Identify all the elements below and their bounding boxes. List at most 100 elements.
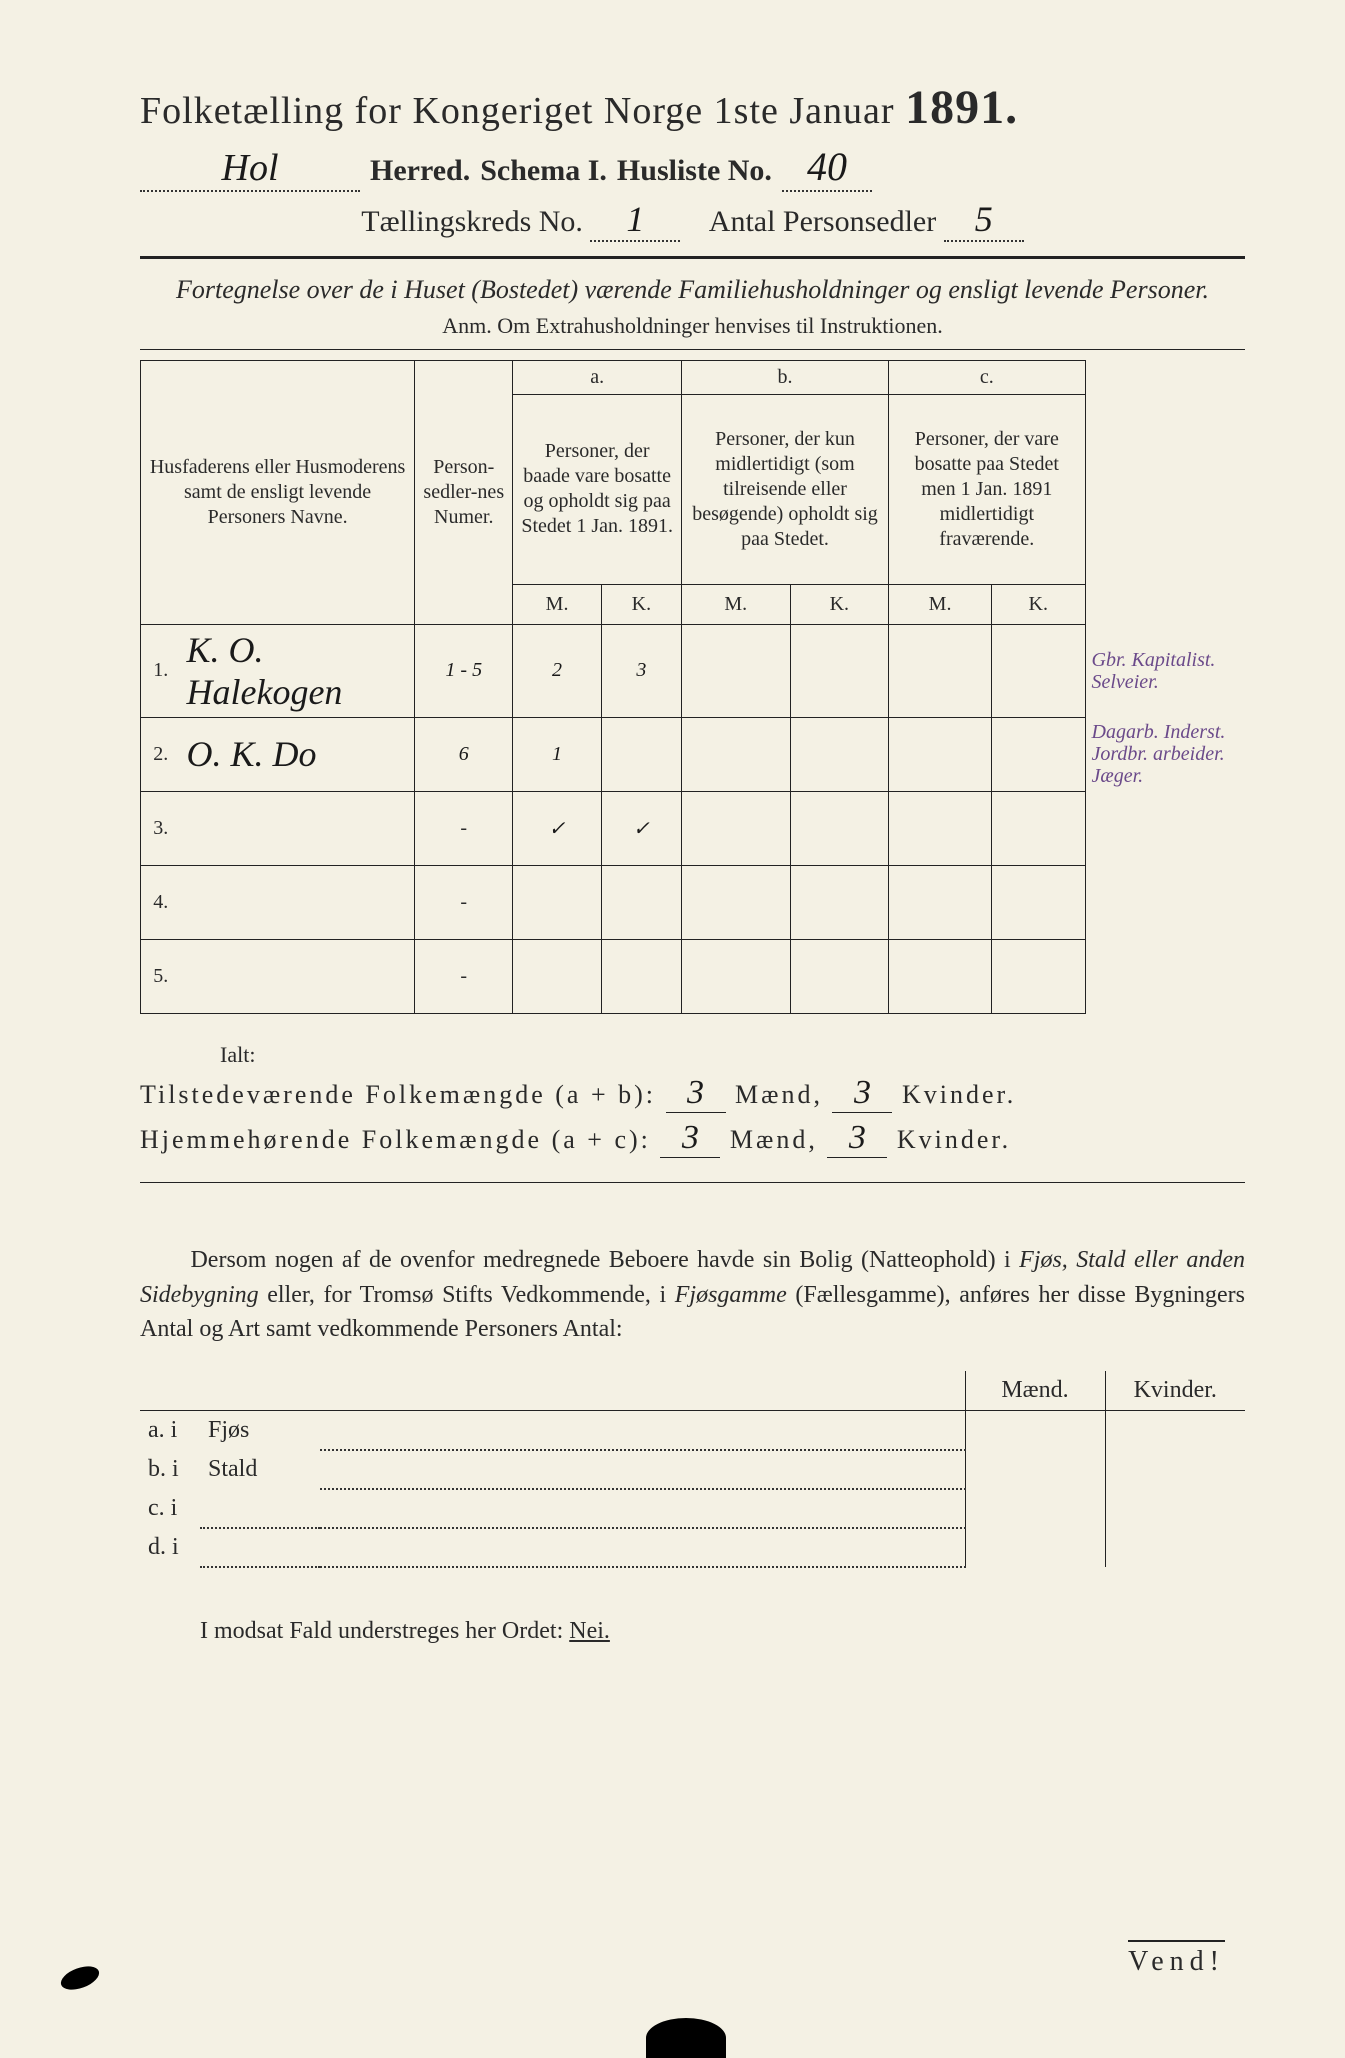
row-bK [790,865,888,939]
col-a-label: a. [513,360,682,394]
out-head: Mænd. Kvinder. [140,1371,1245,1411]
ac-k: 3 [827,1119,887,1158]
page-tear [646,2018,726,2058]
nei-line: I modsat Fald understreges her Ordet: Ne… [200,1618,1245,1645]
table-row: 4. - [141,865,1246,939]
col-bK: K. [790,584,888,624]
row-aM [513,939,601,1013]
row-bK [790,624,888,717]
row-bK [790,939,888,1013]
title-year: 1891. [905,81,1018,134]
col-b-label: b. [681,360,888,394]
husliste-label: Husliste No. [617,154,772,188]
row-cM [889,624,992,717]
ab-label: Tilstedeværende Folkemængde (a + b): [140,1080,656,1109]
col-cM: M. [889,584,992,624]
row-cM [889,717,992,791]
vend-label: Vend! [1128,1940,1225,1978]
row-aM: 2 [513,624,601,717]
totals-ab: Tilstedeværende Folkemængde (a + b): 3 M… [140,1074,1245,1113]
row-bK [790,791,888,865]
row-idx: 2. [141,717,181,791]
ab-k: 3 [832,1074,892,1113]
subtitle: Fortegnelse over de i Huset (Bostedet) v… [140,273,1245,307]
out-lead: b. i [140,1450,200,1489]
out-lead: d. i [140,1528,200,1567]
kvinder-label: Kvinder. [897,1125,1011,1154]
col-aM: M. [513,584,601,624]
para-p2: eller, for Tromsø Stifts Vedkommende, i [259,1282,675,1308]
herred-value: Hol [140,146,360,192]
ac-m: 3 [660,1119,720,1158]
main-title: Folketælling for Kongeriget Norge 1ste J… [140,80,1245,135]
row-cM [889,939,992,1013]
row-numer: 1 - 5 [415,624,513,717]
row-bM [681,717,790,791]
col-c-text: Personer, der vare bosatte paa Stedet me… [889,394,1085,584]
row-idx: 1. [141,624,181,717]
row-cK [992,624,1085,717]
table-row: 3. - ✓ ✓ [141,791,1246,865]
row-aK: 3 [601,624,681,717]
edge-mark [58,1962,102,1994]
household-table: Husfaderens eller Husmoderens samt de en… [140,360,1245,1014]
row-note [1085,791,1245,865]
out-label: Fjøs [200,1411,320,1451]
table-row: 1. K. O. Halekogen 1 - 5 2 3 Gbr. Kapita… [141,624,1246,717]
row-aK [601,717,681,791]
out-row: b. i Stald [140,1450,1245,1489]
row-note: Gbr. Kapitalist. Selveier. [1085,624,1245,717]
kreds-label: Tællingskreds No. [361,205,583,238]
margin-col [1085,360,1245,624]
row-idx: 4. [141,865,181,939]
col-a-text: Personer, der baade vare bosatte og opho… [513,394,682,584]
row-cK [992,791,1085,865]
row-cK [992,865,1085,939]
out-maend: Mænd. [965,1371,1105,1411]
row-numer: - [415,939,513,1013]
kreds-value: 1 [590,198,680,242]
col-name: Husfaderens eller Husmoderens samt de en… [141,360,415,624]
table-row: 2. O. K. Do 6 1 Dagarb. Inderst. Jordbr.… [141,717,1246,791]
out-lead: c. i [140,1489,200,1528]
col-aK: K. [601,584,681,624]
para-p1: Dersom nogen af de ovenfor medregnede Be… [190,1247,1019,1273]
antal-label: Antal Personsedler [709,205,936,238]
kvinder-label: Kvinder. [902,1080,1016,1109]
maend-label: Mænd, [735,1080,823,1109]
row-cK [992,717,1085,791]
ac-label: Hjemmehørende Folkemængde (a + c): [140,1125,651,1154]
col-c-label: c. [889,360,1085,394]
row-aM: ✓ [513,791,601,865]
row-bM [681,865,790,939]
row-cK [992,939,1085,1013]
row-cM [889,865,992,939]
outbuilding-paragraph: Dersom nogen af de ovenfor medregnede Be… [140,1243,1245,1347]
row-bM [681,791,790,865]
outbuilding-table: Mænd. Kvinder. a. i Fjøs b. i Stald c. i… [140,1371,1245,1568]
row-aK [601,939,681,1013]
col-cK: K. [992,584,1085,624]
row-cM [889,791,992,865]
nei-word: Nei. [569,1618,610,1644]
totals-ac: Hjemmehørende Folkemængde (a + c): 3 Mæn… [140,1119,1245,1158]
row-aK [601,865,681,939]
out-label [200,1528,320,1567]
row-aK: ✓ [601,791,681,865]
col-bM: M. [681,584,790,624]
out-lead: a. i [140,1411,200,1451]
para-i2: Fjøsgamme [675,1282,787,1308]
herred-label: Herred. [370,154,470,188]
row-aM: 1 [513,717,601,791]
row-bM [681,624,790,717]
row-name [181,865,415,939]
row-numer: - [415,865,513,939]
col-b-text: Personer, der kun midlertidigt (som tilr… [681,394,888,584]
out-label: Stald [200,1450,320,1489]
row-name [181,939,415,1013]
header-line-3: Tællingskreds No. 1 Antal Personsedler 5 [140,198,1245,242]
anm-note: Anm. Om Extrahusholdninger henvises til … [140,313,1245,339]
row-bK [790,717,888,791]
title-text: Folketælling for Kongeriget Norge 1ste J… [140,90,895,132]
row-idx: 5. [141,939,181,1013]
